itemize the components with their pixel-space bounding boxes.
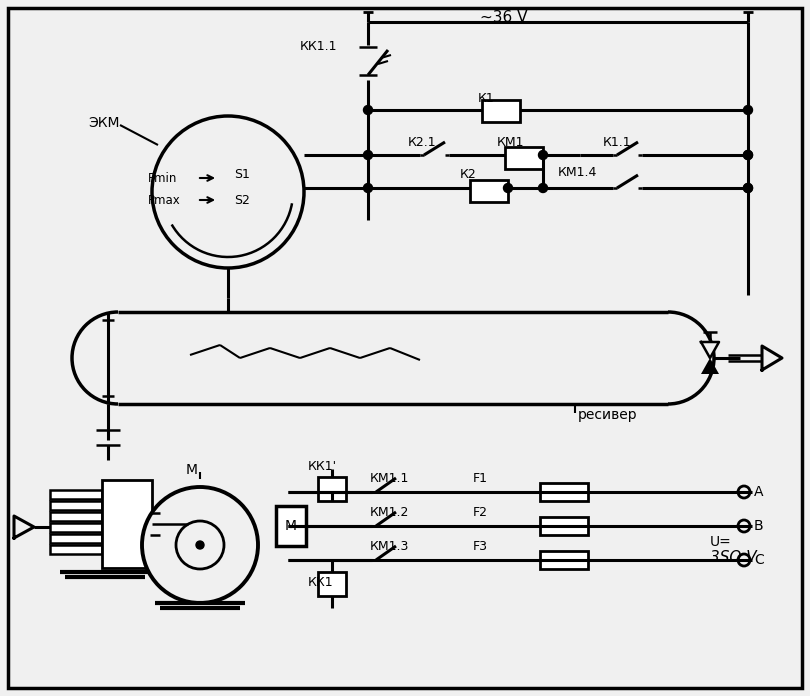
Bar — [102, 480, 152, 568]
Bar — [50, 534, 102, 543]
Bar — [50, 501, 102, 510]
Bar — [470, 180, 508, 202]
Text: КК1': КК1' — [308, 461, 337, 473]
Text: КМ1.4: КМ1.4 — [558, 166, 597, 180]
Polygon shape — [701, 342, 719, 358]
Bar — [505, 147, 543, 169]
Text: КМ1.3: КМ1.3 — [370, 539, 409, 553]
Bar — [50, 512, 102, 521]
Text: КМ1.1: КМ1.1 — [370, 471, 409, 484]
Bar — [540, 483, 588, 501]
Circle shape — [152, 116, 304, 268]
Bar — [50, 490, 102, 499]
Circle shape — [176, 521, 224, 569]
Text: КК1: КК1 — [308, 576, 334, 589]
Text: К2.1: К2.1 — [408, 136, 437, 150]
Circle shape — [539, 150, 548, 159]
Text: ЭКМ: ЭКМ — [88, 116, 120, 130]
Bar — [50, 523, 102, 532]
Circle shape — [364, 150, 373, 159]
Text: M: M — [186, 463, 198, 477]
Circle shape — [744, 184, 752, 193]
Text: К1.1: К1.1 — [603, 136, 632, 150]
Circle shape — [738, 520, 750, 532]
Text: M: M — [285, 519, 297, 533]
Circle shape — [539, 184, 548, 193]
Text: ресивер: ресивер — [578, 408, 637, 422]
Circle shape — [738, 554, 750, 566]
Circle shape — [364, 184, 373, 193]
Text: Pmin: Pmin — [148, 171, 177, 184]
Text: К2: К2 — [460, 168, 477, 182]
Text: К1: К1 — [478, 93, 495, 106]
Polygon shape — [701, 358, 719, 374]
Text: Pmax: Pmax — [148, 193, 181, 207]
Text: КМ1: КМ1 — [497, 136, 525, 150]
Text: F2: F2 — [473, 505, 488, 519]
Bar — [318, 477, 346, 501]
Circle shape — [196, 541, 204, 549]
Circle shape — [744, 150, 752, 159]
Text: S2: S2 — [234, 193, 249, 207]
Circle shape — [744, 184, 752, 193]
Text: 3ЅO V: 3ЅO V — [710, 551, 757, 565]
Text: B: B — [754, 519, 764, 533]
Circle shape — [738, 486, 750, 498]
Text: A: A — [754, 485, 764, 499]
Bar — [50, 545, 102, 554]
Text: S1: S1 — [234, 168, 249, 182]
Text: F3: F3 — [473, 539, 488, 553]
Circle shape — [142, 487, 258, 603]
Text: C: C — [754, 553, 764, 567]
Text: U=: U= — [710, 535, 731, 549]
Text: КК1.1: КК1.1 — [300, 40, 338, 52]
Circle shape — [744, 150, 752, 159]
Bar — [318, 572, 346, 596]
Bar — [540, 551, 588, 569]
Text: ~36 V: ~36 V — [480, 10, 527, 26]
Circle shape — [744, 106, 752, 115]
Circle shape — [364, 106, 373, 115]
Bar — [276, 506, 306, 546]
Bar — [540, 517, 588, 535]
Circle shape — [504, 184, 513, 193]
Text: КМ1.2: КМ1.2 — [370, 505, 409, 519]
Text: F1: F1 — [473, 471, 488, 484]
Bar — [482, 100, 520, 122]
